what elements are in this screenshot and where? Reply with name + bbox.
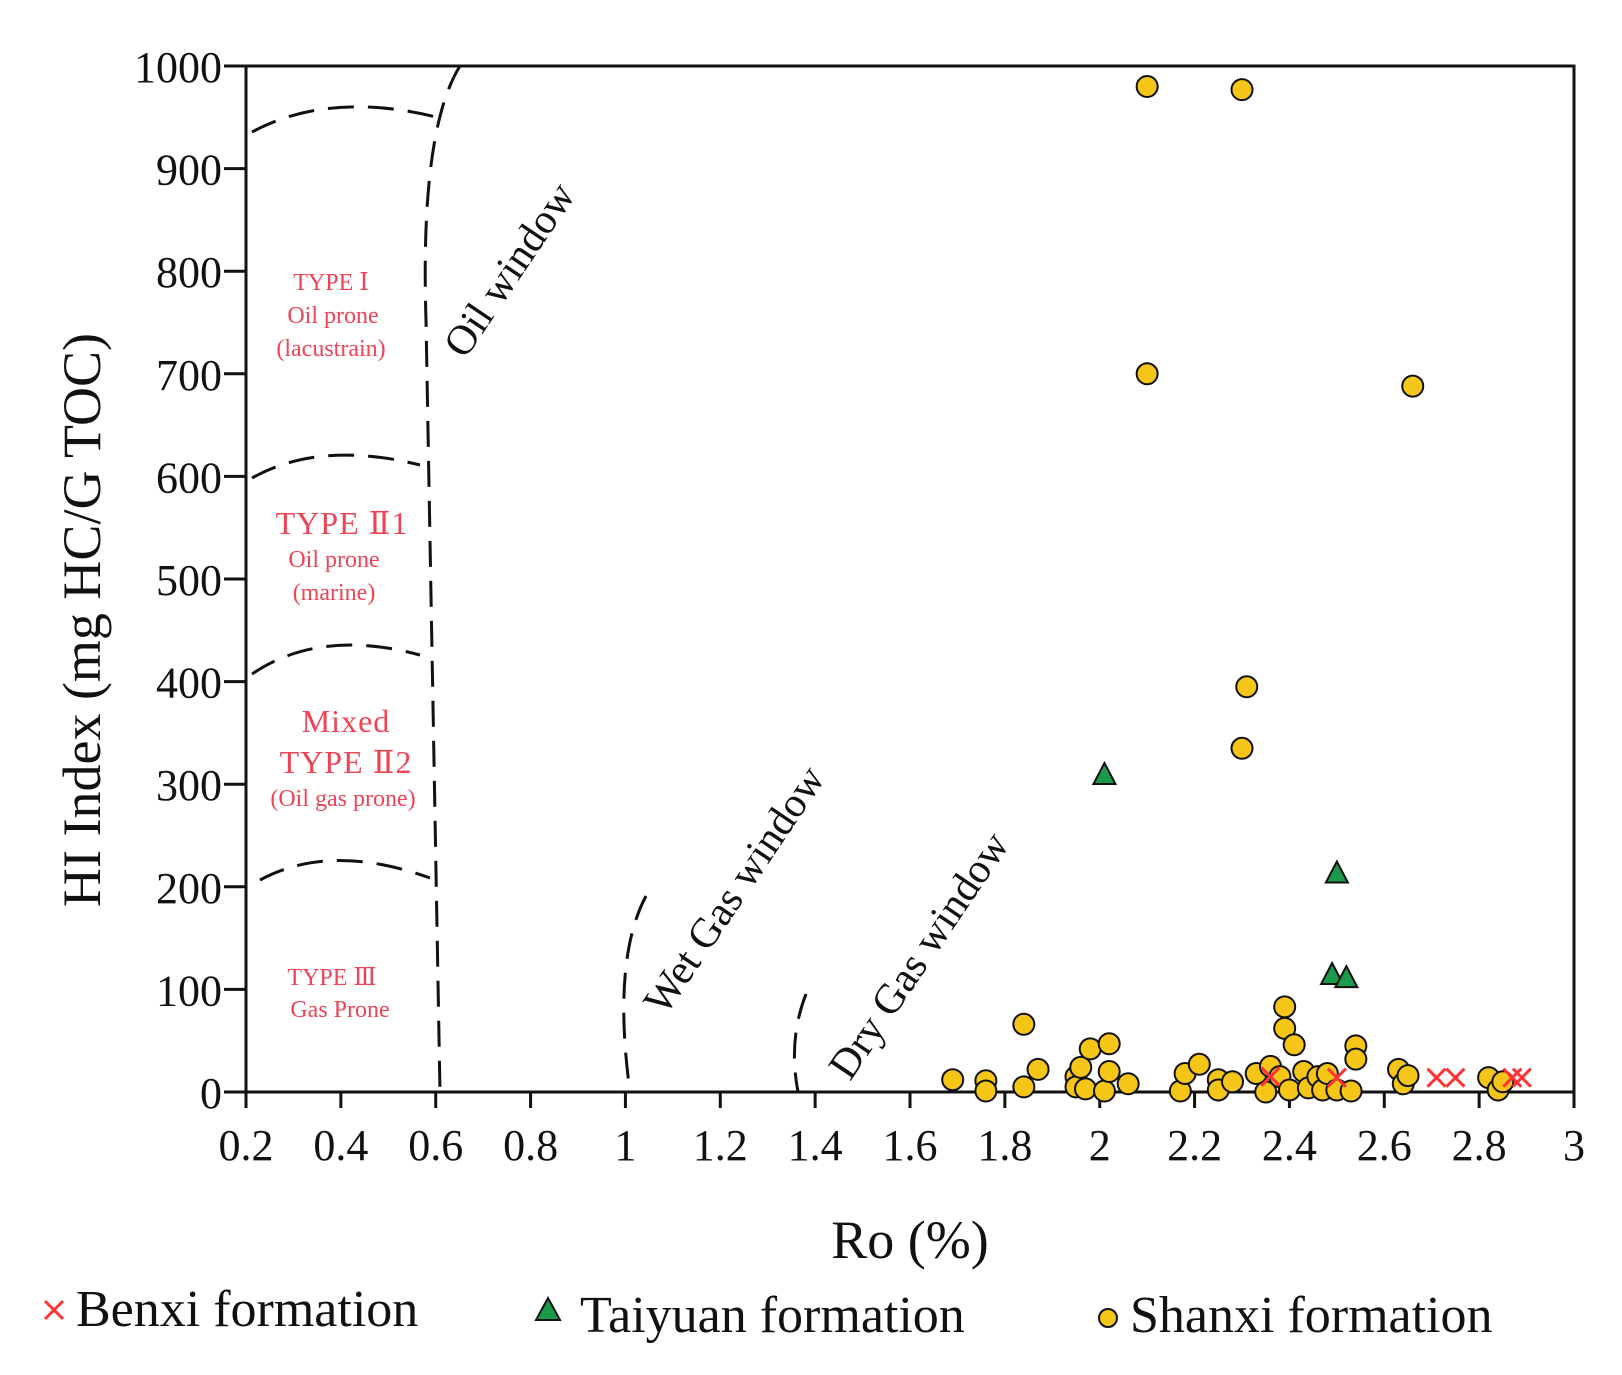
legend-benxi-marker [43, 1299, 65, 1321]
oil-window-label: Oil window [435, 174, 585, 366]
type1-type2-boundary [251, 453, 421, 480]
shanxi-data-point [1491, 1070, 1515, 1094]
x-tick-label: 1.6 [883, 1121, 938, 1170]
benxi-data-point [1260, 1066, 1281, 1087]
y-tick-label: 800 [156, 248, 222, 297]
legend-taiyuan-marker [534, 1295, 562, 1321]
type2-2-mixed-label: Mixed [302, 703, 391, 739]
legend-benxi-label: Benxi formation [76, 1281, 418, 1338]
shanxi-data-point [1073, 1077, 1097, 1101]
x-tick-label: 1.8 [977, 1121, 1032, 1170]
y-tick-label: 0 [200, 1069, 222, 1118]
x-tick-label: 2.2 [1167, 1121, 1222, 1170]
shanxi-data-point [1187, 1052, 1211, 1076]
type3-label: TYPE Ⅲ [287, 965, 376, 991]
wet-gas-window-label: Wet Gas window [635, 757, 835, 1022]
y-tick-label: 500 [156, 556, 222, 605]
type2-1-type2-2-boundary [251, 643, 421, 676]
y-tick-label: 100 [156, 966, 222, 1015]
type1-desc: Oil prone [287, 303, 378, 329]
legend-shanxi-marker [1098, 1308, 1118, 1328]
kerogen-type-labels: TYPE Ⅰ Oil prone (lacustrain) TYPE Ⅱ1 Oi… [270, 270, 415, 1023]
type2-1-desc: Oil prone [288, 547, 379, 573]
x-tick-label: 3 [1563, 1121, 1585, 1170]
y-tick-label: 200 [156, 864, 222, 913]
shanxi-data-point [1235, 675, 1259, 699]
shanxi-data-point [941, 1068, 965, 1092]
dry-gas-window-label: Dry Gas window [820, 823, 1019, 1087]
benxi-data-point [1326, 1067, 1347, 1088]
shanxi-data-point [1396, 1064, 1420, 1088]
shanxi-data-point [1092, 1079, 1116, 1103]
legend-shanxi-label: Shanxi formation [1130, 1287, 1493, 1344]
x-tick-label: 1.4 [788, 1121, 843, 1170]
taiyuan-data-point [1324, 859, 1350, 884]
axis-tick-labels: 0.2 0.4 0.6 0.8 1 1.2 1.4 1.6 1.8 2 2.2 2.4 2.6 2.8 30… [134, 43, 1585, 1170]
dry-gas-window-boundary [792, 993, 808, 1093]
type1-source: (lacustrain) [276, 336, 385, 362]
x-tick-label: 0.6 [408, 1121, 463, 1170]
type2-1-source: (marine) [293, 580, 376, 606]
kerogen-type-boundaries [251, 105, 441, 882]
shanxi-data-point [1273, 995, 1297, 1019]
x-tick-label: 2.8 [1452, 1121, 1507, 1170]
benxi-data-point [1511, 1067, 1532, 1088]
type2-2-desc: (Oil gas prone) [270, 786, 415, 812]
shanxi-data-point [1069, 1055, 1093, 1079]
shanxi-data-point [1135, 75, 1159, 99]
x-tick-label: 2 [1089, 1121, 1111, 1170]
y-tick-label: 900 [156, 146, 222, 195]
shanxi-data-point [1097, 1032, 1121, 1056]
type2-2-label: TYPE Ⅱ2 [280, 744, 413, 780]
y-tick-label: 1000 [134, 43, 222, 92]
benxi-data-point [1426, 1067, 1447, 1088]
type2-type3-boundary [259, 859, 431, 882]
shanxi-data-point [1116, 1072, 1140, 1096]
shanxi-data-point [1401, 374, 1425, 398]
shanxi-data-point [1344, 1047, 1368, 1071]
y-axis-title: HI Index (mg HC/G TOC) [52, 333, 112, 907]
x-axis-title: Ro (%) [831, 1210, 988, 1270]
type2-1-label: TYPE Ⅱ1 [276, 505, 409, 541]
y-tick-label: 300 [156, 761, 222, 810]
oil-window-boundary [423, 65, 462, 1093]
shanxi-data-point [1230, 736, 1254, 760]
shanxi-data-point [1282, 1033, 1306, 1057]
benxi-data-point [1502, 1067, 1523, 1088]
wet-gas-window-boundary [622, 895, 648, 1093]
shanxi-data-point [1230, 78, 1254, 102]
y-tick-label: 600 [156, 453, 222, 502]
shanxi-data-point [1135, 362, 1159, 386]
legend-taiyuan-label: Taiyuan formation [580, 1287, 965, 1344]
taiyuan-data-point [1319, 960, 1345, 986]
x-tick-label: 0.2 [219, 1121, 274, 1170]
x-tick-label: 0.8 [503, 1121, 558, 1170]
shanxi-data-point [1078, 1037, 1102, 1061]
shanxi-data-point [974, 1079, 998, 1103]
benxi-data-point [1445, 1067, 1466, 1088]
x-tick-label: 2.4 [1262, 1121, 1317, 1170]
maturity-window-labels: Oil window Wet Gas window Dry Gas window [435, 174, 1019, 1088]
type3-desc: Gas Prone [290, 997, 389, 1023]
taiyuan-data-point [1333, 963, 1359, 989]
shanxi-data-point [1012, 1012, 1036, 1036]
taiyuan-data-point [1091, 760, 1118, 785]
maturity-window-boundaries [423, 65, 808, 1093]
x-tick-label: 1 [614, 1121, 636, 1170]
shanxi-data-point [1026, 1057, 1050, 1081]
y-tick-label: 700 [156, 351, 222, 400]
type1-label: TYPE Ⅰ [293, 270, 368, 296]
x-tick-label: 1.2 [693, 1121, 748, 1170]
x-tick-label: 0.4 [313, 1121, 368, 1170]
y-tick-label: 400 [156, 659, 222, 708]
shanxi-data-point [1221, 1070, 1245, 1094]
shanxi-data-point [1277, 1078, 1301, 1102]
x-tick-label: 2.6 [1357, 1121, 1412, 1170]
shanxi-data-point [1012, 1075, 1036, 1099]
data-points [941, 75, 1532, 1104]
type1-upper-boundary [251, 105, 441, 134]
shanxi-data-point [1097, 1059, 1121, 1083]
legend: Benxi formation Taiyuan formation Shanxi… [43, 1281, 1493, 1344]
